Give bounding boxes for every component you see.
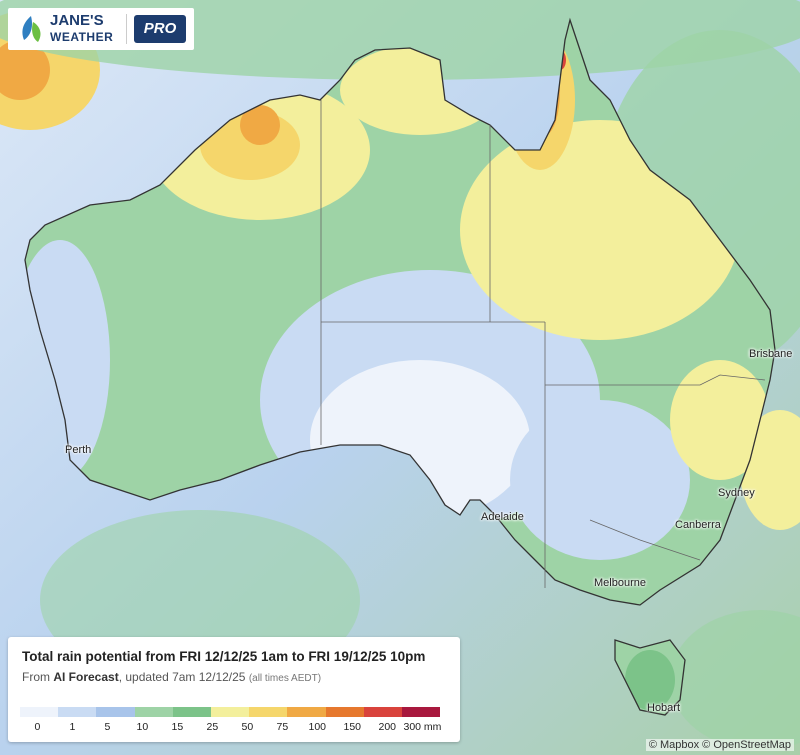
logo[interactable]: JANE'S WEATHER PRO — [8, 8, 194, 50]
logo-leaf — [32, 22, 41, 42]
color-swatch — [325, 707, 364, 717]
color-swatch — [363, 707, 402, 717]
subtitle-note: (all times AEDT) — [248, 673, 322, 684]
border — [589, 519, 701, 561]
subtitle-source: AI Forecast — [53, 670, 119, 684]
rain-area — [670, 360, 770, 480]
city-label: Brisbane — [749, 348, 793, 360]
rain-area — [625, 650, 675, 710]
color-swatch — [401, 707, 441, 717]
city-label: Canberra — [675, 519, 721, 531]
logo-icon — [22, 16, 41, 42]
rain-area — [0, 40, 50, 100]
legend-label: 0 — [34, 721, 41, 733]
rain-area — [240, 105, 280, 145]
city-label: Sydney — [718, 487, 755, 499]
coastline — [614, 639, 686, 716]
color-swatch — [96, 707, 135, 717]
color-swatch — [58, 707, 97, 717]
color-swatch — [287, 707, 326, 717]
city-label: Hobart — [647, 702, 681, 714]
color-swatch — [172, 707, 211, 717]
city-label: Melbourne — [594, 577, 646, 589]
legend-label: 75 — [276, 721, 289, 733]
legend-label: 200 — [378, 721, 397, 733]
legend-label: 25 — [206, 721, 219, 733]
border — [545, 374, 766, 386]
legend-label: 300 mm — [403, 721, 442, 733]
city-label: Perth — [65, 444, 92, 456]
legend-label: 100 — [308, 721, 327, 733]
color-swatch — [134, 707, 173, 717]
subtitle-text: From — [22, 670, 54, 684]
city-label: Adelaide — [481, 511, 524, 523]
color-bar — [20, 707, 441, 717]
attribution[interactable]: © Mapbox © OpenStreetMap — [645, 739, 794, 751]
legend-label: 10 — [136, 721, 149, 733]
legend-label: 1 — [69, 721, 76, 733]
subtitle-text: , updated 7am 12/12/25 — [118, 670, 249, 684]
color-swatch — [20, 707, 59, 717]
legend-label: 50 — [241, 721, 254, 733]
legend-label: 150 — [343, 721, 362, 733]
logo-divider — [126, 14, 127, 44]
rain-area — [670, 610, 800, 750]
legend: Total rain potential from FRI 12/12/25 1… — [8, 637, 460, 742]
legend-label: 5 — [104, 721, 111, 733]
color-swatch — [249, 707, 288, 717]
legend-label: 15 — [171, 721, 184, 733]
state-borders — [320, 100, 766, 588]
color-swatch — [210, 707, 250, 717]
rain-area — [0, 0, 800, 80]
logo-sub: WEATHER — [50, 30, 114, 44]
legend-title: Total rain potential from FRI 12/12/25 1… — [22, 649, 426, 664]
logo-name: JANE'S — [50, 12, 104, 29]
legend-subtitle: From AI Forecast, updated 7am 12/12/25 (… — [22, 670, 321, 684]
rain-area — [510, 400, 690, 560]
logo-leaf — [22, 16, 33, 40]
pro-badge[interactable]: PRO — [134, 15, 186, 43]
